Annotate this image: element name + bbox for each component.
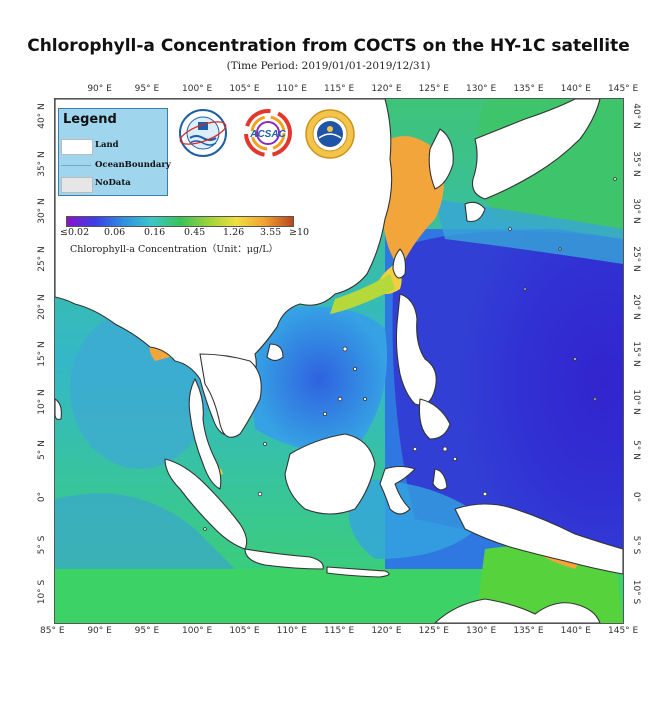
colorbar [66,216,294,227]
lon-tick-label: 105° E [229,626,260,636]
lat-tick-label: 30° N [631,198,641,225]
colorbar-labels: ≤0.02 0.06 0.16 0.45 1.26 3.55 ≥10 [60,227,309,239]
colorbar-label: ≤0.02 [60,227,90,238]
lon-tick-label: 125° E [418,626,449,636]
lat-tick-label: 20° N [631,293,641,320]
lat-tick-label: 35° N [631,150,641,177]
map-frame [54,98,624,624]
lat-tick-label: 5° N [631,439,641,460]
legend-item-ocean-boundary: OceanBoundary [59,159,171,177]
lon-tick-label: 135° E [513,84,544,94]
lon-tick-label: 85° E [40,626,65,636]
lon-tick-label: 130° E [466,626,497,636]
lon-tick-label: 95° E [134,84,160,94]
lon-tick-label: 110° E [276,84,307,94]
lon-tick-label: 145° E [608,84,639,94]
colorbar-label: ≥10 [289,227,310,238]
colorbar-label: 3.55 [260,227,282,238]
lon-tick-label: 110° E [276,626,307,636]
map-subtitle: (Time Period: 2019/01/01-2019/12/31) [226,60,431,72]
lon-tick-label: 115° E [324,84,355,94]
ocean-boundary-swatch-icon [61,165,91,166]
lat-tick-label: 40° N [631,103,641,129]
lon-tick-label: 120° E [371,84,402,94]
land-swatch-icon [61,139,93,155]
lat-tick-label: 5° S [37,535,47,555]
colorbar-label: 0.16 [144,227,166,238]
lon-tick-label: 90° E [87,626,112,636]
chlorophyll-map [55,99,623,623]
lon-tick-label: 115° E [324,626,355,636]
lat-tick-label: 15° N [37,341,47,368]
acsac-logo-text: ACSAC [249,129,286,140]
lat-tick-label: 25° N [631,246,641,272]
lat-tick-label: 5° N [37,439,47,460]
lon-tick-label: 145° E [608,626,639,636]
lat-tick-label: 25° N [37,246,47,272]
lon-tick-label: 100° E [182,84,213,94]
lat-tick-label: 30° N [37,198,47,225]
lat-tick-label: 0° [37,492,47,503]
lat-tick-label: 40° N [37,103,47,129]
legend-title: Legend [63,112,117,127]
acsac-logo-icon: ACSAC [243,108,293,158]
lat-tick-label: 35° N [37,150,47,177]
lat-tick-label: 10° N [37,389,47,415]
lon-tick-label: 105° E [229,84,260,94]
lat-tick-label: 10° N [631,389,641,415]
lon-tick-label: 125° E [418,84,449,94]
colorbar-label: 0.06 [104,227,126,238]
legend-item-nodata: NoData [59,177,167,195]
lat-tick-label: 5° S [631,535,641,555]
lat-tick-label: 15° N [631,341,641,367]
lon-tick-label: 140° E [560,84,591,94]
lon-tick-label: 140° E [560,626,591,636]
lat-tick-label: 10° S [37,580,47,605]
colorbar-label: 0.45 [184,227,206,238]
lat-tick-label: 20° N [37,293,47,320]
lon-tick-label: 90° E [87,84,112,94]
nsoas-logo-icon [178,108,228,158]
legend-item-land: Land [59,139,167,157]
lon-tick-label: 100° E [182,626,213,636]
lon-tick-label: 135° E [513,626,544,636]
lat-tick-label: 0° [631,492,641,503]
colorbar-label: 1.26 [223,227,245,238]
cnsa-logo-icon [304,108,355,159]
lon-tick-label: 120° E [371,626,402,636]
colorbar-title: Chlorophyll-a Concentration（Unit：μg/L） [70,244,279,255]
lon-tick-label: 95° E [134,626,160,636]
lon-tick-label: 130° E [466,84,497,94]
map-title: Chlorophyll-a Concentration from COCTS o… [27,36,630,56]
nodata-swatch-icon [61,177,93,193]
lat-tick-label: 10° S [631,580,641,605]
legend-panel: Legend Land OceanBoundary NoData [58,108,171,196]
